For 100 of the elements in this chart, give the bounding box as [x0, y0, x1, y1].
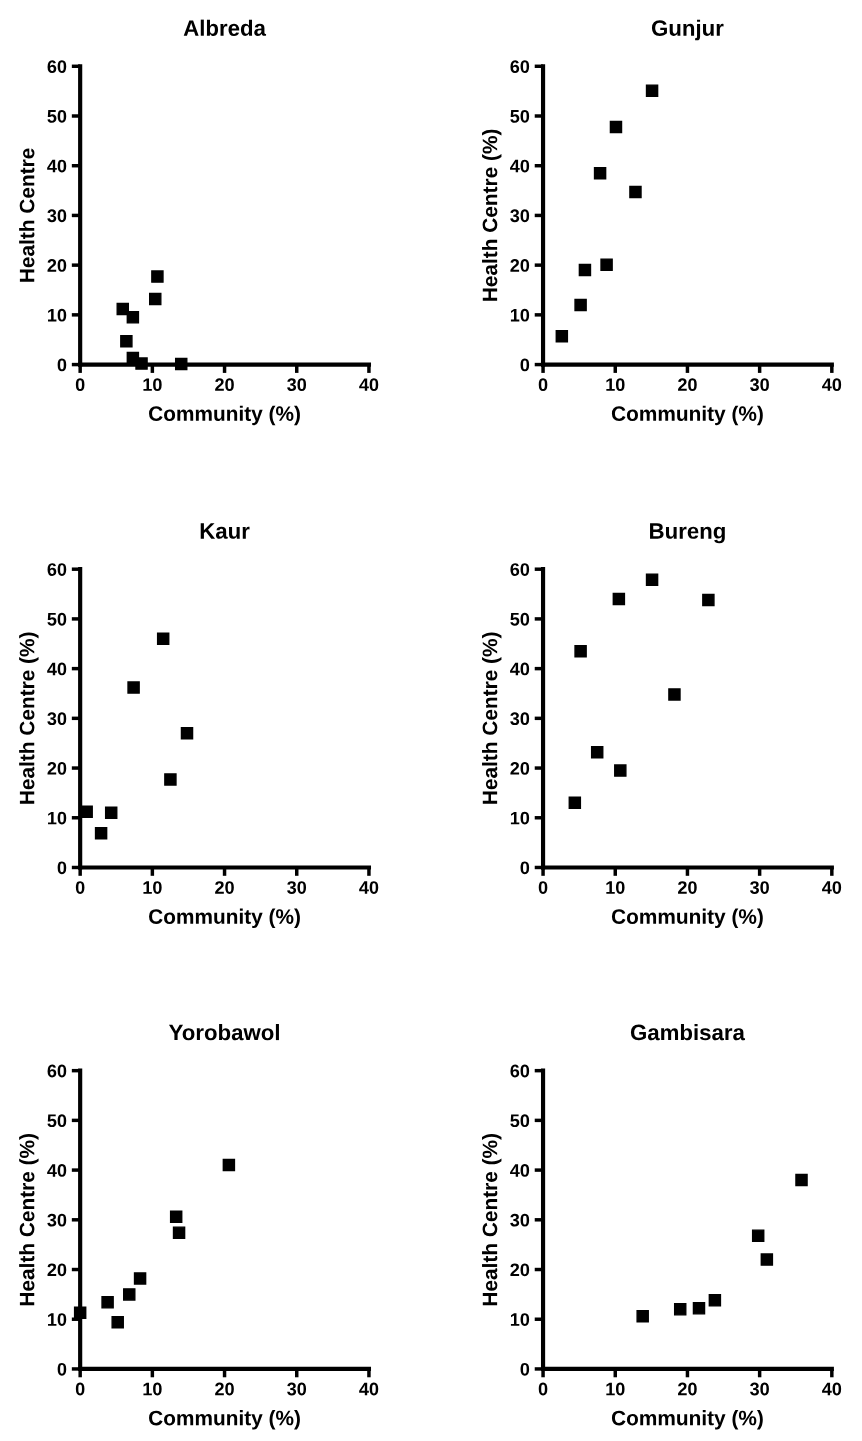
y-tick-label: 0 — [520, 861, 530, 875]
y-axis-title: Health Centre (%) — [482, 129, 502, 301]
x-tick-label: 40 — [359, 881, 379, 894]
y-tick-label: 0 — [57, 358, 67, 372]
y-axis-title: Health Centre (%) — [482, 1134, 502, 1306]
y-tick-label: 10 — [48, 308, 67, 322]
point — [174, 357, 188, 371]
x-tick-label: 10 — [606, 881, 625, 894]
point — [123, 1288, 136, 1301]
point — [172, 1226, 186, 1239]
y-axis-title: Health Centre (%) — [19, 632, 39, 804]
y-tick-label: 50 — [510, 1114, 530, 1128]
x-axis-title: Community (%) — [611, 1410, 763, 1430]
point — [612, 592, 626, 606]
y-tick-label: 20 — [47, 259, 67, 272]
point — [156, 632, 170, 646]
point — [133, 1272, 147, 1285]
point — [555, 329, 569, 343]
point — [164, 773, 177, 786]
x-tick-label: 10 — [606, 378, 625, 392]
x-tick-label: 0 — [538, 378, 548, 392]
point — [126, 311, 140, 324]
y-tick-label: 20 — [47, 761, 67, 775]
point — [111, 1315, 124, 1329]
point — [148, 292, 162, 306]
y-tick-label: 0 — [57, 1362, 67, 1376]
point — [702, 593, 715, 607]
point — [578, 263, 592, 277]
point — [795, 1173, 808, 1187]
point — [708, 1294, 722, 1307]
y-tick-label: 0 — [520, 358, 530, 372]
y-axis-title: Health Centre (%) — [482, 632, 502, 804]
y-tick-label: 20 — [47, 1263, 67, 1277]
y-tick-label: 40 — [47, 159, 67, 173]
point — [104, 806, 118, 820]
point — [568, 796, 582, 810]
x-tick-label: 20 — [215, 881, 234, 894]
y-tick-label: 50 — [510, 109, 530, 123]
x-tick-label: 20 — [215, 1382, 234, 1396]
x-tick-label: 30 — [287, 1382, 307, 1396]
y-tick-label: 30 — [510, 1213, 530, 1227]
point — [593, 166, 607, 180]
y-tick-label: 30 — [47, 1213, 67, 1227]
point — [120, 334, 133, 348]
x-tick-label: 10 — [143, 881, 162, 894]
point — [600, 258, 613, 271]
chart-title: Albreda — [183, 19, 267, 36]
x-axis-title: Community (%) — [611, 405, 763, 426]
y-tick-label: 10 — [510, 1313, 530, 1326]
y-tick-label: 40 — [510, 159, 530, 173]
x-tick-label: 10 — [606, 1382, 625, 1396]
point — [692, 1302, 706, 1315]
y-tick-label: 50 — [47, 612, 67, 626]
point — [151, 270, 164, 283]
x-tick-label: 40 — [359, 1382, 379, 1396]
y-tick-label: 50 — [47, 109, 67, 123]
point — [590, 745, 604, 759]
x-tick-label: 30 — [287, 378, 307, 392]
y-tick-label: 0 — [520, 1362, 530, 1376]
x-tick-label: 30 — [287, 881, 307, 894]
y-tick-label: 30 — [510, 712, 530, 726]
point — [127, 681, 140, 694]
chart-title: Bureng — [650, 523, 725, 544]
y-tick-label: 60 — [510, 60, 530, 74]
point — [169, 1210, 183, 1224]
y-tick-label: 20 — [510, 1263, 530, 1277]
y-tick-label: 40 — [510, 1164, 530, 1177]
x-tick-label: 0 — [538, 881, 548, 894]
y-tick-label: 20 — [510, 259, 530, 272]
x-tick-label: 20 — [678, 881, 697, 894]
y-tick-label: 40 — [47, 662, 67, 676]
point — [760, 1253, 774, 1266]
x-tick-label: 0 — [75, 378, 85, 392]
point — [80, 805, 93, 819]
x-tick-label: 10 — [143, 1382, 162, 1396]
x-tick-label: 20 — [678, 378, 697, 392]
y-tick-label: 30 — [510, 209, 530, 223]
x-tick-label: 10 — [143, 378, 162, 392]
y-tick-label: 60 — [47, 563, 67, 576]
point — [645, 573, 659, 586]
point — [180, 727, 194, 740]
y-tick-label: 60 — [47, 1064, 67, 1078]
point — [609, 120, 623, 134]
y-tick-label: 30 — [47, 712, 67, 726]
x-axis-title: Community (%) — [149, 908, 300, 929]
chart-title: Kaur — [200, 523, 250, 539]
point — [629, 185, 642, 199]
point — [574, 298, 587, 312]
y-tick-label: 60 — [510, 1064, 530, 1078]
y-tick-label: 10 — [48, 811, 67, 825]
x-tick-label: 40 — [822, 378, 842, 392]
y-tick-label: 40 — [47, 1164, 67, 1177]
x-axis-title: Community (%) — [149, 1410, 300, 1430]
x-tick-label: 40 — [822, 881, 842, 894]
x-tick-label: 0 — [75, 881, 85, 894]
chart-title: Yorobawol — [168, 1024, 279, 1041]
x-axis-title: Community (%) — [611, 908, 763, 929]
x-tick-label: 40 — [359, 378, 379, 392]
point — [222, 1158, 236, 1172]
x-tick-label: 30 — [750, 881, 769, 894]
